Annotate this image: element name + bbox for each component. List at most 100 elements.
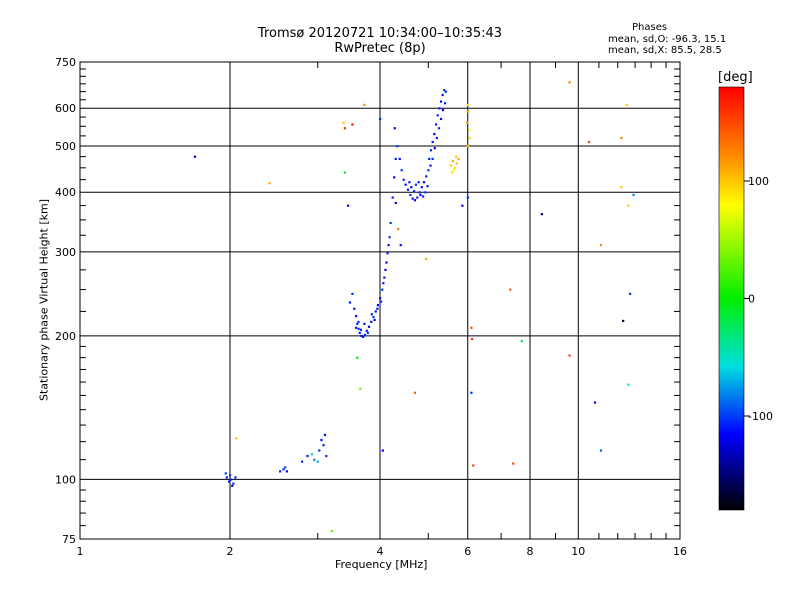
data-point	[429, 149, 433, 152]
data-point	[466, 196, 469, 199]
data-point	[362, 335, 365, 339]
y-tick-label: 100	[55, 473, 76, 486]
data-point	[235, 437, 238, 440]
y-tick-label: 400	[55, 186, 76, 199]
data-point	[413, 199, 417, 202]
data-point	[441, 93, 444, 97]
data-point	[379, 117, 382, 121]
data-point	[472, 464, 475, 467]
data-point	[408, 181, 411, 184]
chart-subtitle: RwPretec (8p)	[334, 41, 426, 56]
data-point	[382, 282, 385, 285]
data-point	[425, 175, 428, 178]
x-tick-label: 1	[77, 545, 84, 558]
data-point	[397, 227, 400, 231]
data-point	[438, 107, 441, 110]
data-point	[268, 182, 271, 185]
data-point	[431, 157, 434, 161]
data-point	[400, 169, 403, 172]
data-point	[376, 304, 380, 307]
data-point	[593, 401, 597, 404]
data-point	[363, 322, 366, 325]
data-point	[322, 444, 325, 447]
colorbar-ticks: 100 0 -100	[744, 175, 773, 423]
data-point	[323, 433, 327, 437]
data-point	[380, 300, 383, 303]
data-point	[370, 313, 373, 316]
data-point	[370, 320, 373, 323]
colorbar-label: [deg]	[718, 70, 753, 85]
data-point	[318, 449, 321, 452]
data-point	[384, 268, 387, 272]
data-point	[359, 387, 362, 390]
data-point	[471, 337, 474, 341]
data-point	[225, 476, 228, 479]
data-point	[622, 319, 625, 323]
y-tick-label: 500	[55, 140, 76, 153]
data-point	[451, 171, 454, 174]
data-point	[439, 117, 443, 121]
stats-heading: Phases	[632, 22, 668, 33]
data-point	[453, 166, 456, 170]
x-tick-label: 10	[571, 545, 585, 558]
data-point	[398, 157, 401, 161]
x-tick-label: 2	[227, 545, 234, 558]
data-point	[325, 454, 328, 458]
data-point	[509, 288, 512, 291]
colorbar-tick-label: 100	[748, 175, 769, 188]
data-point	[376, 307, 379, 310]
data-points	[193, 81, 635, 533]
data-point	[353, 307, 356, 310]
data-point	[540, 213, 544, 216]
data-point	[416, 196, 419, 199]
x-axis-label: Frequency [MHz]	[335, 558, 428, 571]
data-point	[629, 292, 632, 295]
data-point	[422, 181, 426, 184]
data-point	[470, 391, 473, 394]
data-point	[343, 127, 347, 130]
x-tick-label: 16	[673, 545, 687, 558]
data-point	[396, 144, 399, 148]
data-point	[386, 252, 389, 255]
data-point	[455, 162, 458, 165]
data-point	[414, 183, 418, 186]
data-point	[224, 472, 227, 475]
data-point	[402, 178, 405, 181]
data-point	[433, 147, 436, 150]
data-point	[359, 328, 362, 331]
data-point	[412, 190, 416, 193]
data-point	[393, 176, 396, 179]
data-point	[388, 236, 391, 239]
data-point	[587, 140, 591, 144]
data-point	[399, 244, 402, 247]
data-point	[520, 340, 523, 343]
data-point	[310, 453, 314, 456]
data-point	[360, 334, 363, 338]
y-tick-label: 600	[55, 102, 76, 115]
data-point	[454, 155, 458, 158]
grid-lines	[80, 62, 680, 539]
data-point	[393, 127, 396, 130]
data-point	[426, 185, 429, 188]
data-point	[234, 476, 237, 479]
data-point	[461, 204, 464, 207]
y-tick-label: 300	[55, 246, 76, 259]
data-point	[301, 460, 304, 463]
data-point	[470, 326, 473, 329]
data-point	[468, 129, 471, 132]
data-point	[512, 462, 515, 465]
data-point	[404, 183, 407, 186]
data-point	[627, 204, 630, 207]
data-point	[383, 276, 386, 279]
data-point	[411, 197, 414, 200]
data-point	[428, 157, 431, 161]
x-tick-label: 8	[527, 545, 534, 558]
x-tick-label: 4	[377, 545, 384, 558]
y-tick-label: 75	[62, 533, 76, 546]
data-point	[373, 318, 376, 322]
data-point	[466, 144, 469, 148]
data-point	[342, 121, 345, 124]
data-point	[357, 320, 360, 323]
data-point	[394, 201, 397, 205]
